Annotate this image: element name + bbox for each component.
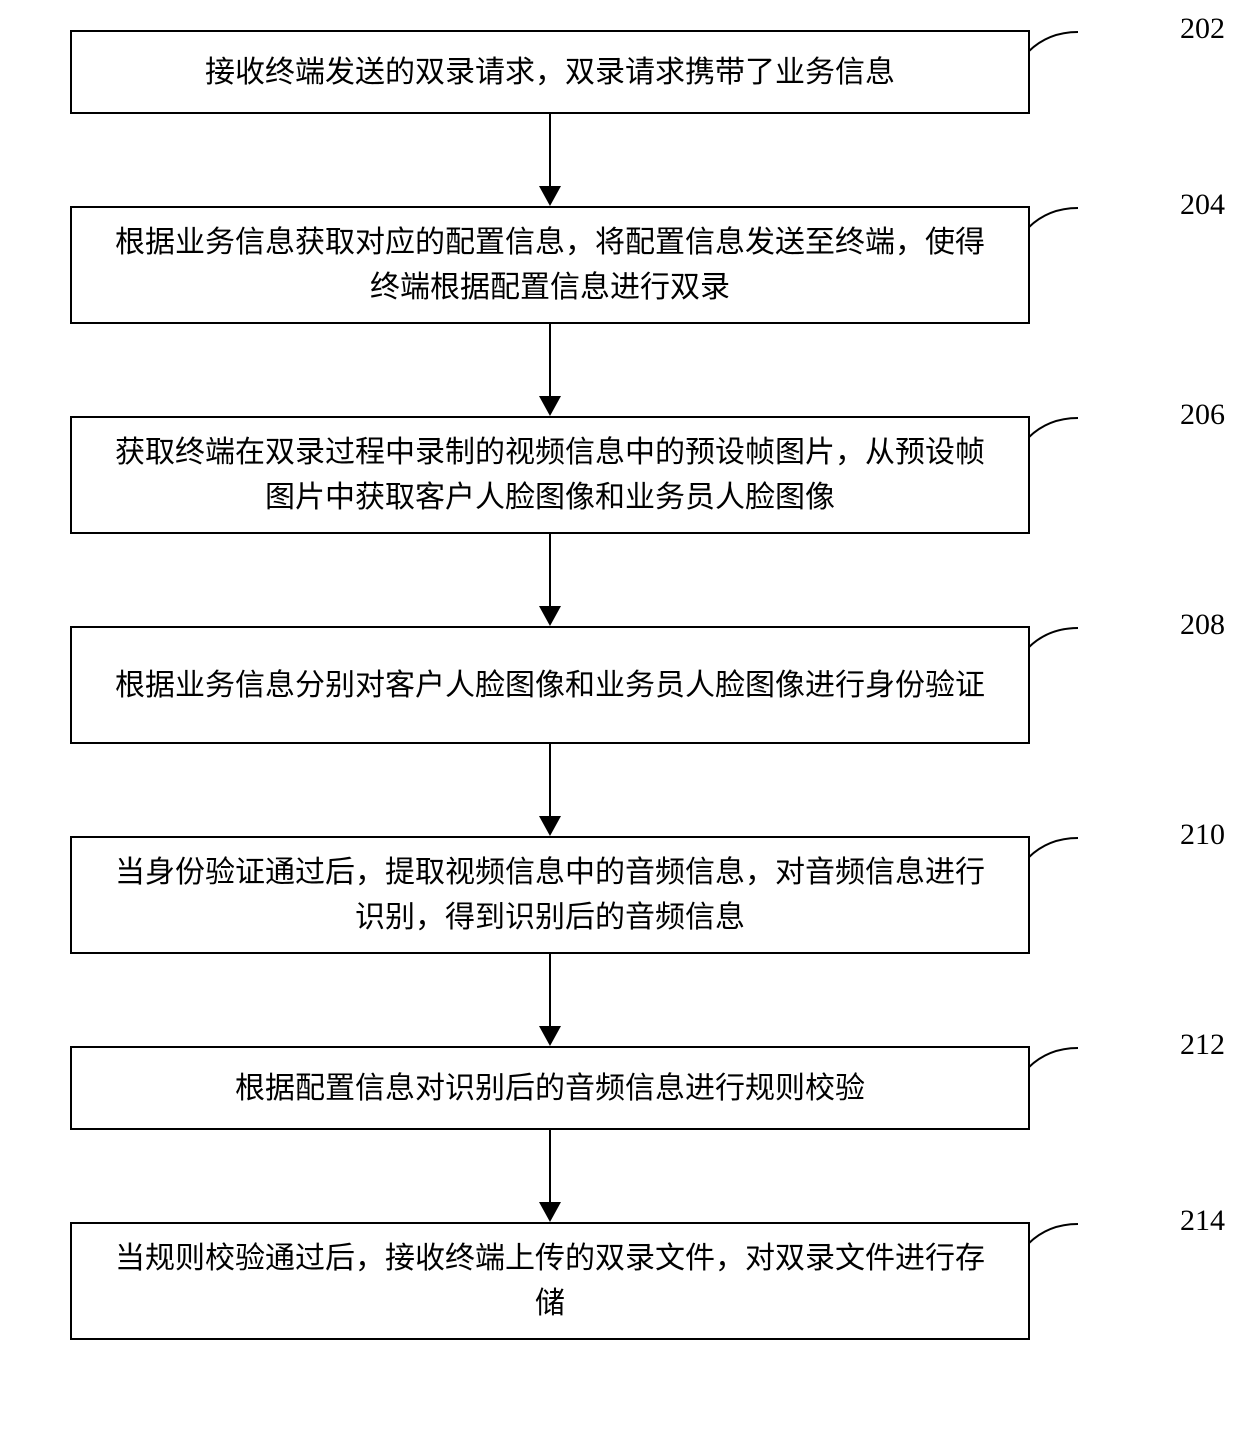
flow-arrow xyxy=(70,954,1030,1046)
flowchart-step: 当规则校验通过后，接收终端上传的双录文件，对双录文件进行存储214 xyxy=(70,1222,1130,1340)
step-label: 204 xyxy=(1180,188,1225,222)
arrow-head-icon xyxy=(539,816,561,836)
step-label: 212 xyxy=(1180,1028,1225,1062)
arrow-head-icon xyxy=(539,186,561,206)
flow-arrow xyxy=(70,744,1030,836)
step-box: 根据配置信息对识别后的音频信息进行规则校验 xyxy=(70,1046,1030,1130)
arrow-head-icon xyxy=(539,1202,561,1222)
flow-arrow xyxy=(70,1130,1030,1222)
step-label: 208 xyxy=(1180,608,1225,642)
label-connector-curve xyxy=(1028,1214,1088,1254)
step-label: 210 xyxy=(1180,818,1225,852)
step-label: 202 xyxy=(1180,12,1225,46)
arrow-line xyxy=(549,324,551,396)
flowchart-step: 根据业务信息获取对应的配置信息，将配置信息发送至终端，使得终端根据配置信息进行双… xyxy=(70,206,1130,324)
step-label: 206 xyxy=(1180,398,1225,432)
label-connector-curve xyxy=(1028,618,1088,658)
label-connector-curve xyxy=(1028,22,1088,62)
step-box: 接收终端发送的双录请求，双录请求携带了业务信息 xyxy=(70,30,1030,114)
flow-arrow xyxy=(70,114,1030,206)
flowchart-step: 当身份验证通过后，提取视频信息中的音频信息，对音频信息进行识别，得到识别后的音频… xyxy=(70,836,1130,954)
arrow-line xyxy=(549,534,551,606)
label-connector-curve xyxy=(1028,198,1088,238)
step-label: 214 xyxy=(1180,1204,1225,1238)
step-box: 获取终端在双录过程中录制的视频信息中的预设帧图片，从预设帧图片中获取客户人脸图像… xyxy=(70,416,1030,534)
flowchart-step: 获取终端在双录过程中录制的视频信息中的预设帧图片，从预设帧图片中获取客户人脸图像… xyxy=(70,416,1130,534)
arrow-line xyxy=(549,954,551,1026)
label-connector-curve xyxy=(1028,828,1088,868)
arrow-line xyxy=(549,1130,551,1202)
flowchart-container: 接收终端发送的双录请求，双录请求携带了业务信息202 根据业务信息获取对应的配置信… xyxy=(70,30,1130,1340)
step-box: 根据业务信息分别对客户人脸图像和业务员人脸图像进行身份验证 xyxy=(70,626,1030,744)
label-connector-curve xyxy=(1028,408,1088,448)
arrow-head-icon xyxy=(539,606,561,626)
label-connector-curve xyxy=(1028,1038,1088,1078)
flowchart-step: 接收终端发送的双录请求，双录请求携带了业务信息202 xyxy=(70,30,1130,114)
arrow-head-icon xyxy=(539,1026,561,1046)
flowchart-step: 根据业务信息分别对客户人脸图像和业务员人脸图像进行身份验证208 xyxy=(70,626,1130,744)
flow-arrow xyxy=(70,324,1030,416)
arrow-line xyxy=(549,114,551,186)
step-box: 当身份验证通过后，提取视频信息中的音频信息，对音频信息进行识别，得到识别后的音频… xyxy=(70,836,1030,954)
arrow-head-icon xyxy=(539,396,561,416)
step-box: 根据业务信息获取对应的配置信息，将配置信息发送至终端，使得终端根据配置信息进行双… xyxy=(70,206,1030,324)
flow-arrow xyxy=(70,534,1030,626)
step-box: 当规则校验通过后，接收终端上传的双录文件，对双录文件进行存储 xyxy=(70,1222,1030,1340)
flowchart-step: 根据配置信息对识别后的音频信息进行规则校验212 xyxy=(70,1046,1130,1130)
arrow-line xyxy=(549,744,551,816)
